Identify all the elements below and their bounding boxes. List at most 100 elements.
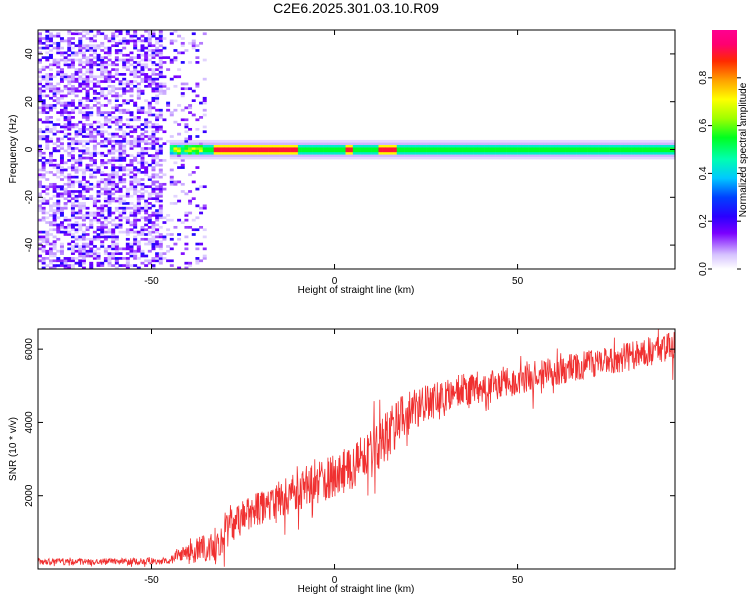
heatmap-cell: [257, 139, 262, 143]
heatmap-cell: [103, 56, 108, 59]
heatmap-cell: [133, 127, 138, 131]
heatmap-cell: [605, 147, 610, 150]
heatmap-cell: [85, 156, 90, 160]
heatmap-cell: [213, 147, 218, 150]
heatmap-cell: [151, 70, 156, 74]
heatmap-cell: [319, 147, 324, 150]
heatmap-cell: [56, 163, 61, 167]
heatmap-cell: [199, 242, 204, 246]
heatmap-cell: [129, 206, 134, 210]
heatmap-cell: [70, 53, 75, 57]
heatmap-cell: [426, 144, 431, 148]
heatmap-cell: [217, 144, 222, 148]
heatmap-cell: [96, 235, 101, 239]
heatmap-cell: [140, 230, 145, 234]
heatmap-cell: [85, 68, 90, 71]
heatmap-cell: [96, 68, 101, 71]
heatmap-cell: [158, 68, 163, 71]
heatmap-cell: [103, 182, 108, 186]
heatmap-cell: [191, 218, 196, 222]
heatmap-cell: [103, 249, 108, 253]
heatmap-cell: [103, 173, 108, 177]
heatmap-cell: [173, 242, 178, 246]
heatmap-cell: [480, 147, 485, 150]
heatmap-cell: [74, 237, 79, 241]
heatmap-cell: [144, 46, 149, 50]
heatmap-cell: [114, 237, 119, 241]
heatmap-cell: [169, 147, 174, 150]
heatmap-cell: [609, 149, 614, 153]
heatmap-cell: [103, 80, 108, 83]
heatmap-cell: [169, 175, 174, 179]
heatmap-cell: [125, 245, 130, 248]
heatmap-cell: [125, 216, 130, 220]
heatmap-cell: [169, 237, 174, 241]
heatmap-cell: [587, 142, 592, 146]
heatmap-cell: [122, 173, 127, 177]
heatmap-cell: [133, 139, 138, 143]
heatmap-cell: [158, 84, 163, 88]
heatmap-cell: [125, 108, 130, 112]
heatmap-cell: [96, 92, 101, 95]
heatmap-cell: [85, 211, 90, 215]
heatmap-cell: [363, 142, 368, 146]
heatmap-cell: [480, 144, 485, 148]
heatmap-cell: [96, 151, 101, 155]
heatmap-cell: [92, 151, 97, 155]
heatmap-cell: [151, 245, 156, 248]
heatmap-cell: [129, 154, 134, 157]
heatmap-cell: [415, 154, 420, 157]
heatmap-cell: [272, 147, 277, 150]
heatmap-cell: [393, 154, 398, 157]
heatmap-cell: [590, 139, 595, 143]
heatmap-cell: [129, 39, 134, 43]
heatmap-cell: [67, 116, 72, 119]
heatmap-cell: [620, 142, 625, 146]
heatmap-cell: [169, 142, 174, 146]
heatmap-cell: [56, 204, 61, 208]
heatmap-cell: [155, 139, 160, 143]
heatmap-cell: [334, 156, 339, 160]
heatmap-cell: [539, 149, 544, 153]
heatmap-cell: [67, 225, 72, 229]
heatmap-cell: [429, 151, 434, 155]
heatmap-cell: [92, 104, 97, 107]
heatmap-cell: [345, 147, 350, 150]
heatmap-cell: [38, 87, 42, 91]
heatmap-cell: [411, 144, 416, 148]
heatmap-cell: [70, 99, 75, 102]
heatmap-cell: [41, 245, 46, 248]
heatmap-cell: [63, 264, 68, 267]
heatmap-cell: [217, 142, 222, 146]
heatmap-cell: [243, 154, 247, 157]
heatmap-cell: [118, 180, 123, 184]
heatmap-cell: [188, 154, 193, 157]
heatmap-cell: [627, 147, 632, 150]
heatmap-cell: [221, 156, 226, 160]
heatmap-cell: [616, 147, 621, 150]
heatmap-cell: [133, 237, 138, 241]
heatmap-cell: [385, 149, 390, 153]
heatmap-cell: [173, 58, 178, 62]
heatmap-cell: [382, 149, 387, 153]
heatmap-cell: [114, 92, 119, 95]
heatmap-cell: [81, 149, 86, 153]
heatmap-cell: [100, 151, 105, 155]
heatmap-cell: [140, 53, 145, 57]
heatmap-cell: [45, 161, 50, 165]
heatmap-cell: [140, 106, 145, 110]
heatmap-cell: [81, 61, 86, 64]
heatmap-cell: [455, 147, 460, 150]
heatmap-cell: [590, 151, 595, 155]
heatmap-cell: [78, 261, 83, 265]
heatmap-cell: [89, 159, 94, 162]
heatmap-cell: [217, 149, 222, 153]
heatmap-cell: [59, 94, 64, 98]
heatmap-cell: [41, 41, 46, 45]
heatmap-cell: [605, 154, 610, 157]
heatmap-cell: [437, 147, 441, 150]
heatmap-cell: [85, 214, 90, 217]
heatmap-cell: [81, 144, 86, 148]
heatmap-cell: [78, 63, 83, 67]
heatmap-cell: [166, 104, 171, 107]
